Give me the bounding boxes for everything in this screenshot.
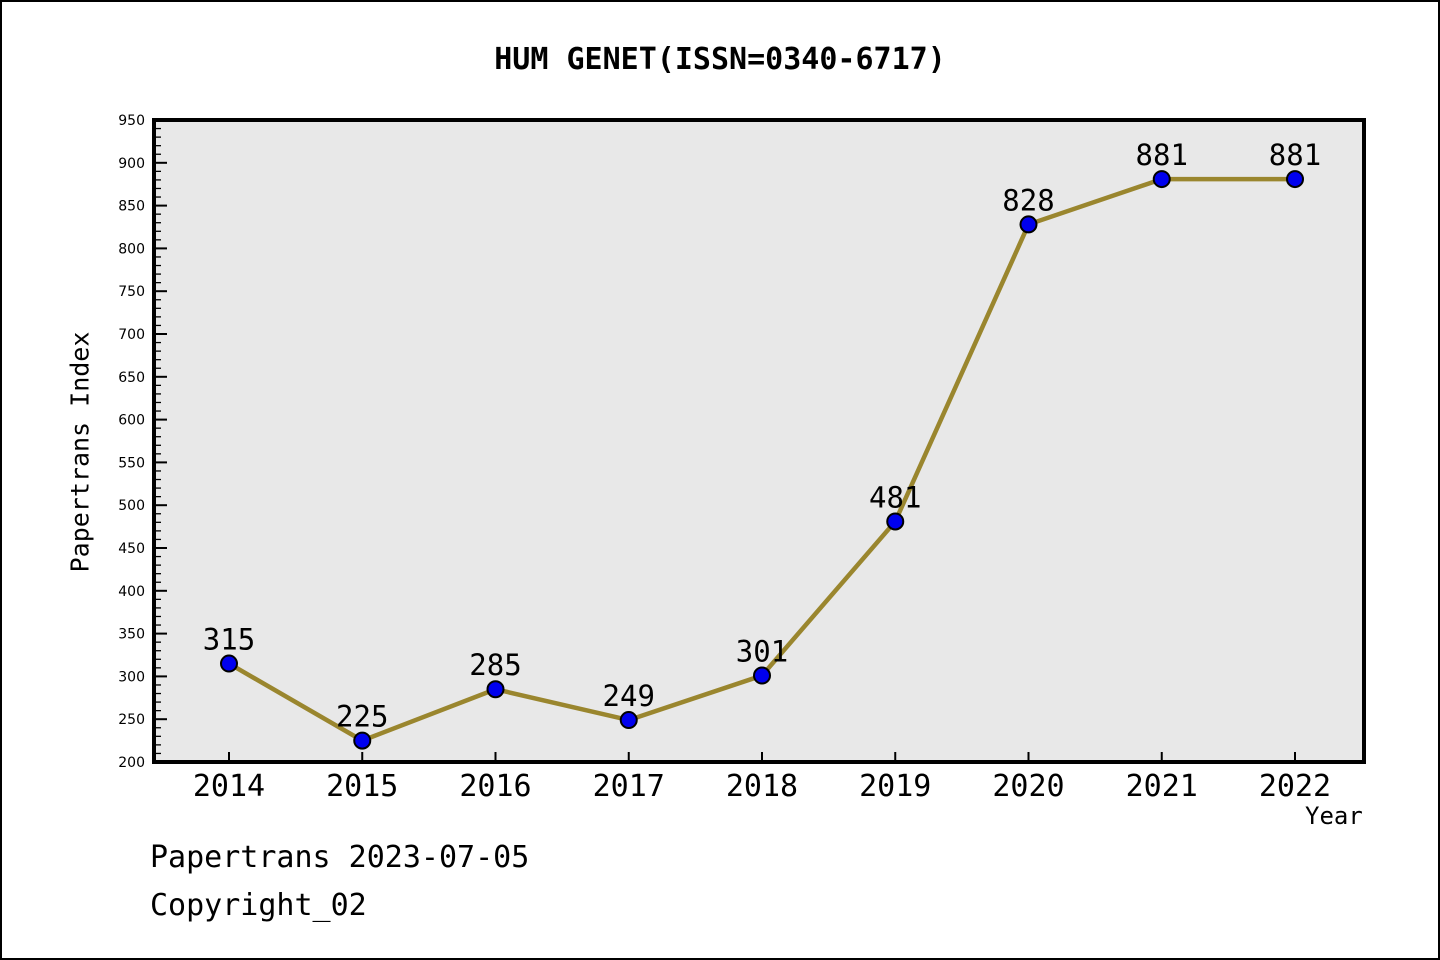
chart-title: HUM GENET(ISSN=0340-6717) bbox=[494, 42, 946, 77]
data-point-label: 828 bbox=[1002, 183, 1054, 217]
x-tick-label: 2020 bbox=[992, 769, 1064, 804]
data-point bbox=[886, 512, 905, 531]
data-point-label: 881 bbox=[1269, 138, 1321, 172]
x-tick-label: 2021 bbox=[1126, 769, 1198, 804]
x-tick-label: 2016 bbox=[459, 769, 531, 804]
data-point bbox=[1019, 215, 1038, 234]
x-tick-label: 2019 bbox=[859, 769, 931, 804]
data-point-label: 315 bbox=[203, 623, 255, 657]
data-point-label: 249 bbox=[603, 679, 655, 713]
y-tick-label: 400 bbox=[118, 584, 145, 600]
data-point-label: 301 bbox=[736, 635, 788, 669]
data-point bbox=[353, 731, 372, 750]
y-tick-label: 450 bbox=[118, 541, 145, 557]
y-tick-label: 250 bbox=[118, 712, 145, 728]
y-tick-label: 200 bbox=[118, 755, 145, 771]
data-point bbox=[619, 711, 638, 730]
x-tick-label: 2014 bbox=[193, 769, 265, 804]
x-tick-label: 2022 bbox=[1259, 769, 1331, 804]
data-point-label: 225 bbox=[336, 700, 388, 734]
footer-copyright: Copyright_02 bbox=[150, 888, 367, 923]
y-tick-label: 350 bbox=[118, 627, 145, 643]
x-tick-label: 2017 bbox=[593, 769, 665, 804]
data-point-label: 285 bbox=[469, 648, 521, 682]
y-tick-label: 800 bbox=[118, 241, 145, 257]
x-tick-label: 2018 bbox=[726, 769, 798, 804]
y-tick-label: 650 bbox=[118, 370, 145, 386]
plot-area bbox=[152, 118, 1366, 764]
data-point-label: 481 bbox=[869, 480, 921, 514]
y-tick-label: 550 bbox=[118, 455, 145, 471]
y-tick-label: 750 bbox=[118, 284, 145, 300]
y-tick-label: 950 bbox=[118, 113, 145, 129]
data-point bbox=[1152, 170, 1171, 189]
y-tick-label: 300 bbox=[118, 669, 145, 685]
data-point bbox=[486, 680, 505, 699]
footer-source-date: Papertrans 2023-07-05 bbox=[150, 840, 530, 875]
y-tick-label: 600 bbox=[118, 413, 145, 429]
data-point bbox=[753, 666, 771, 685]
y-tick-label: 700 bbox=[118, 327, 145, 343]
y-tick-label: 500 bbox=[118, 498, 145, 514]
data-point bbox=[220, 654, 238, 673]
data-point-label: 881 bbox=[1136, 138, 1188, 172]
data-point bbox=[1286, 170, 1304, 189]
x-tick-label: 2015 bbox=[326, 769, 398, 804]
x-axis-label: Year bbox=[1305, 802, 1363, 830]
y-tick-label: 850 bbox=[118, 199, 145, 215]
y-tick-label: 900 bbox=[118, 156, 145, 172]
